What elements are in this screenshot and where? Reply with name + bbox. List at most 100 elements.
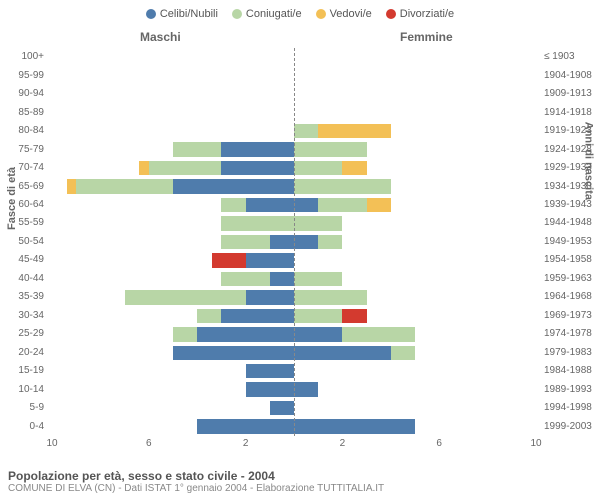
bar-female: [294, 309, 367, 323]
pyramid-chart: [52, 48, 536, 436]
age-label: 15-19: [0, 362, 48, 380]
bar-male: [221, 216, 294, 230]
bar-female: [294, 216, 342, 230]
age-label: 95-99: [0, 66, 48, 84]
bar-segment: [197, 327, 294, 341]
bar-male: [221, 235, 294, 249]
bar-segment: [294, 419, 415, 433]
age-label: 20-24: [0, 344, 48, 362]
age-label: 0-4: [0, 417, 48, 435]
bar-segment: [221, 272, 269, 286]
age-labels: 100+95-9990-9485-8980-8475-7970-7465-696…: [0, 48, 48, 436]
bar-segment: [294, 327, 342, 341]
age-label: 45-49: [0, 251, 48, 269]
bar-segment: [294, 216, 342, 230]
bar-male: [246, 364, 294, 378]
bar-segment: [294, 179, 391, 193]
bar-segment: [270, 235, 294, 249]
age-label: 25-29: [0, 325, 48, 343]
bar-female: [294, 346, 415, 360]
bar-female: [294, 272, 342, 286]
bar-segment: [149, 161, 222, 175]
bar-segment: [294, 235, 318, 249]
legend: Celibi/Nubili Coniugati/e Vedovi/e Divorzia…: [0, 0, 600, 24]
legend-item: Divorziati/e: [386, 8, 454, 20]
birth-label: 1979-1983: [540, 344, 600, 362]
bar-male: [173, 142, 294, 156]
bar-male: [125, 290, 294, 304]
bar-female: [294, 290, 367, 304]
bar-segment: [173, 327, 197, 341]
bar-segment: [294, 198, 318, 212]
birth-labels: ≤ 19031904-19081909-19131914-19181919-19…: [540, 48, 600, 436]
birth-label: 1994-1998: [540, 399, 600, 417]
x-axis: 10622610: [52, 438, 536, 454]
legend-label: Divorziati/e: [400, 8, 454, 20]
bar-segment: [270, 401, 294, 415]
bar-segment: [318, 198, 366, 212]
bar-female: [294, 124, 391, 138]
birth-label: 1944-1948: [540, 214, 600, 232]
birth-label: 1949-1953: [540, 233, 600, 251]
bar-segment: [221, 309, 294, 323]
legend-item: Celibi/Nubili: [146, 8, 218, 20]
age-label: 90-94: [0, 85, 48, 103]
birth-label: 1934-1938: [540, 177, 600, 195]
bar-female: [294, 382, 318, 396]
bar-segment: [173, 179, 294, 193]
legend-swatch: [386, 9, 396, 19]
birth-label: 1954-1958: [540, 251, 600, 269]
bar-segment: [221, 216, 294, 230]
birth-label: 1909-1913: [540, 85, 600, 103]
bar-segment: [246, 253, 294, 267]
birth-label: 1919-1923: [540, 122, 600, 140]
legend-label: Vedovi/e: [330, 8, 372, 20]
bar-segment: [173, 142, 221, 156]
birth-label: 1989-1993: [540, 380, 600, 398]
bar-female: [294, 179, 391, 193]
bar-male: [67, 179, 294, 193]
birth-label: 1974-1978: [540, 325, 600, 343]
age-label: 70-74: [0, 159, 48, 177]
bar-male: [221, 272, 294, 286]
birth-label: 1969-1973: [540, 307, 600, 325]
bar-male: [212, 253, 294, 267]
bar-segment: [294, 161, 342, 175]
bar-segment: [294, 142, 367, 156]
bar-segment: [294, 272, 342, 286]
bar-segment: [246, 198, 294, 212]
x-tick: 10: [46, 438, 57, 449]
bar-female: [294, 142, 367, 156]
age-label: 55-59: [0, 214, 48, 232]
age-label: 65-69: [0, 177, 48, 195]
legend-item: Coniugati/e: [232, 8, 302, 20]
bar-male: [197, 309, 294, 323]
bar-segment: [294, 346, 391, 360]
age-label: 50-54: [0, 233, 48, 251]
age-label: 60-64: [0, 196, 48, 214]
bar-female: [294, 419, 415, 433]
x-tick: 2: [340, 438, 346, 449]
age-label: 35-39: [0, 288, 48, 306]
bar-segment: [294, 382, 318, 396]
bar-segment: [221, 161, 294, 175]
legend-swatch: [316, 9, 326, 19]
birth-label: 1939-1943: [540, 196, 600, 214]
birth-label: 1924-1928: [540, 140, 600, 158]
age-label: 10-14: [0, 380, 48, 398]
bar-segment: [270, 272, 294, 286]
x-tick: 6: [436, 438, 442, 449]
legend-label: Coniugati/e: [246, 8, 302, 20]
bar-segment: [391, 346, 415, 360]
bar-male: [173, 346, 294, 360]
age-label: 80-84: [0, 122, 48, 140]
bar-segment: [246, 382, 294, 396]
age-label: 100+: [0, 48, 48, 66]
birth-label: 1904-1908: [540, 66, 600, 84]
bar-segment: [221, 198, 245, 212]
bar-segment: [342, 161, 366, 175]
bar-male: [173, 327, 294, 341]
bar-segment: [76, 179, 173, 193]
birth-label: 1929-1933: [540, 159, 600, 177]
bar-segment: [294, 309, 342, 323]
